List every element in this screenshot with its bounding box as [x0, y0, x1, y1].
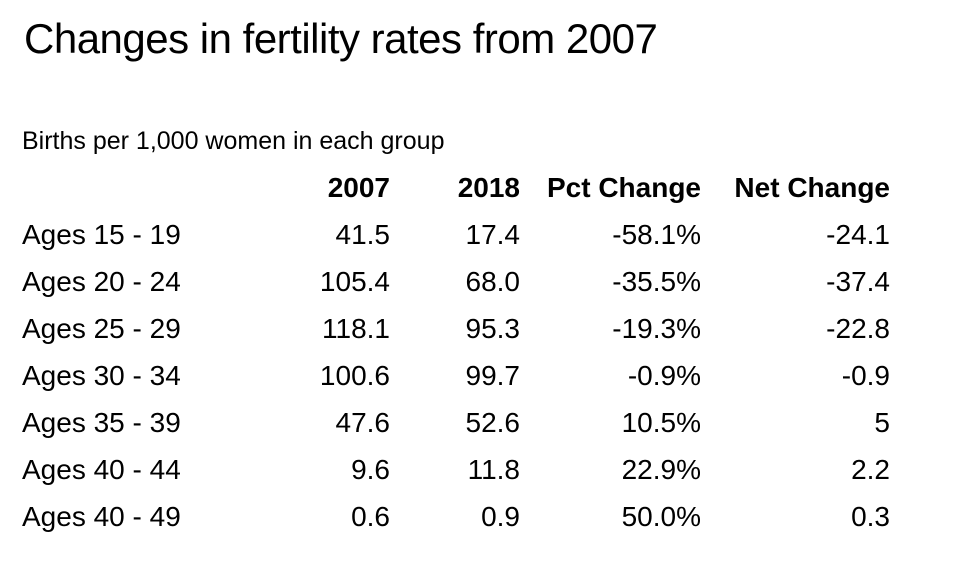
- cell-net-change: -22.8: [826, 312, 890, 344]
- cell-2007: 9.6: [351, 453, 390, 485]
- cell-net-change: -0.9: [841, 359, 890, 391]
- row-label: Ages 40 - 49: [22, 500, 181, 532]
- column-header-empty: [22, 164, 280, 211]
- cell-pct-change: -35.5%: [612, 265, 701, 297]
- cell-pct-change: -19.3%: [612, 312, 701, 344]
- cell-net-change: 2.2: [851, 453, 890, 485]
- table-header: 2007 2018 Pct Change Net Change: [22, 164, 890, 211]
- cell-pct-change: -0.9%: [627, 359, 701, 391]
- table-row: Ages 25 - 29 118.1 95.3 -19.3% -22.8: [22, 305, 890, 352]
- row-label: Ages 30 - 34: [22, 359, 181, 391]
- row-label: Ages 20 - 24: [22, 265, 181, 297]
- column-header-2007: 2007: [327, 171, 390, 203]
- row-label: Ages 25 - 29: [22, 312, 181, 344]
- table-row: Ages 15 - 19 41.5 17.4 -58.1% -24.1: [22, 211, 890, 258]
- cell-2007: 105.4: [319, 265, 390, 297]
- cell-pct-change: 50.0%: [621, 500, 701, 532]
- cell-2007: 118.1: [322, 312, 390, 344]
- cell-2018: 11.8: [467, 453, 520, 485]
- cell-2018: 95.3: [465, 312, 521, 344]
- cell-2018: 52.6: [465, 406, 521, 438]
- cell-net-change: -24.1: [826, 218, 890, 250]
- row-label: Ages 40 - 44: [22, 453, 181, 485]
- row-label: Ages 35 - 39: [22, 406, 181, 438]
- table-body: Ages 15 - 19 41.5 17.4 -58.1% -24.1 Ages…: [22, 211, 890, 540]
- cell-2007: 47.6: [335, 406, 391, 438]
- cell-2007: 100.6: [319, 359, 390, 391]
- column-header-pct-change: Pct Change: [546, 171, 701, 203]
- table-row: Ages 35 - 39 47.6 52.6 10.5% 5: [22, 399, 890, 446]
- fertility-rates-table: 2007 2018 Pct Change Net Change Ages 15 …: [22, 164, 890, 540]
- cell-2007: 41.5: [335, 218, 391, 250]
- cell-2007: 0.6: [351, 500, 390, 532]
- subtitle: Births per 1,000 women in each group: [22, 127, 445, 156]
- table-row: Ages 30 - 34 100.6 99.7 -0.9% -0.9: [22, 352, 890, 399]
- cell-2018: 17.4: [465, 218, 521, 250]
- row-label: Ages 15 - 19: [22, 218, 181, 250]
- cell-pct-change: -58.1%: [612, 218, 701, 250]
- cell-net-change: 0.3: [851, 500, 890, 532]
- cell-pct-change: 22.9%: [621, 453, 701, 485]
- table-row: Ages 40 - 49 0.6 0.9 50.0% 0.3: [22, 493, 890, 540]
- cell-2018: 99.7: [465, 359, 521, 391]
- column-header-2018: 2018: [457, 171, 520, 203]
- cell-net-change: 5: [874, 406, 890, 438]
- cell-pct-change: 10.5%: [621, 406, 701, 438]
- cell-2018: 68.0: [465, 265, 521, 297]
- fertility-rates-page: Changes in fertility rates from 2007 Bir…: [0, 14, 959, 540]
- cell-2018: 0.9: [481, 500, 520, 532]
- table-row: Ages 20 - 24 105.4 68.0 -35.5% -37.4: [22, 258, 890, 305]
- header-row: 2007 2018 Pct Change Net Change: [22, 164, 890, 211]
- page-title: Changes in fertility rates from 2007: [24, 15, 658, 62]
- column-header-net-change: Net Change: [734, 171, 890, 203]
- table-row: Ages 40 - 44 9.6 11.8 22.9% 2.2: [22, 446, 890, 493]
- cell-net-change: -37.4: [826, 265, 890, 297]
